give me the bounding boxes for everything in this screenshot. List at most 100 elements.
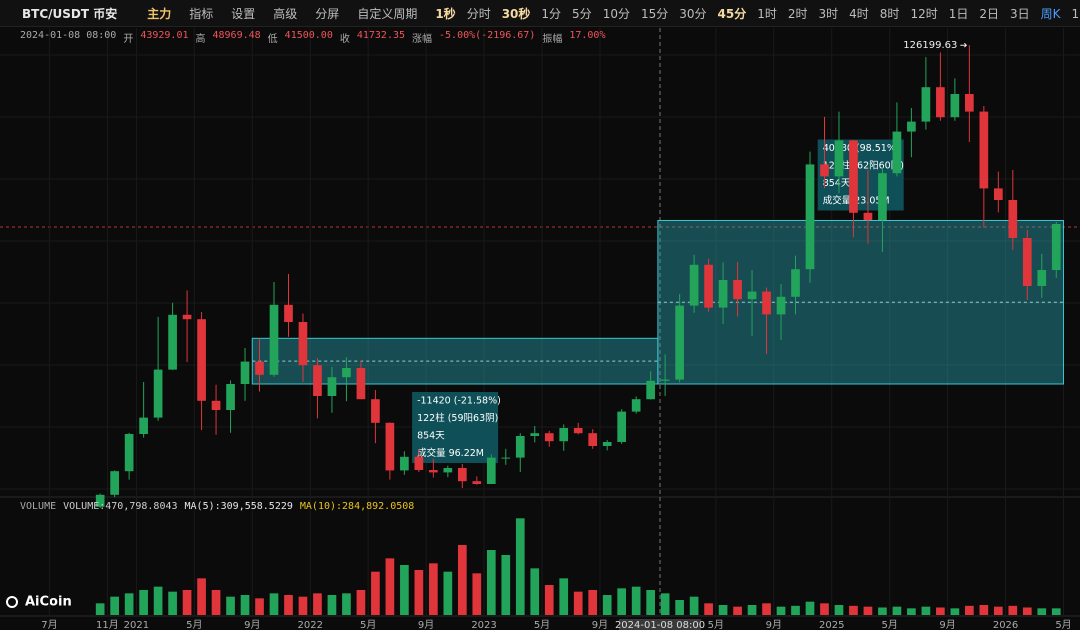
volume-bar xyxy=(617,588,627,615)
volume-bar xyxy=(240,595,250,615)
candle-body xyxy=(936,87,945,118)
volume-bar xyxy=(805,601,815,615)
volume-bar xyxy=(400,565,409,615)
candle-body xyxy=(1022,238,1032,286)
period-button[interactable]: 10分 xyxy=(602,6,630,21)
period-button[interactable]: 1秒 xyxy=(435,6,456,21)
symbol[interactable]: BTC/USDT 币安 xyxy=(22,6,118,21)
candle-body xyxy=(689,264,699,306)
logo xyxy=(6,596,18,608)
candle-body xyxy=(1037,270,1047,286)
field-value: -5.00%(-2196.67) xyxy=(439,30,536,41)
x-tick-label: 9月 xyxy=(939,619,955,630)
custom-period[interactable]: 自定义周期 xyxy=(357,6,418,21)
measure-label: 40880 (98.51%) xyxy=(823,143,900,154)
candle-body xyxy=(429,470,438,473)
volume-bar xyxy=(762,603,771,615)
toolbar-button[interactable]: 指标 xyxy=(189,6,214,21)
volume-bar xyxy=(907,608,916,615)
candle-body xyxy=(907,121,916,132)
toolbar-button[interactable]: 设置 xyxy=(231,6,256,21)
period-button[interactable]: 1分 xyxy=(541,6,562,21)
volume-bar xyxy=(168,591,177,615)
legend-entry: VOLUME:470,798.8043 xyxy=(63,501,178,512)
volume-bar xyxy=(965,605,974,615)
period-button[interactable]: 4时 xyxy=(849,6,869,21)
period-button[interactable]: 45分 xyxy=(717,6,747,21)
x-tick-label: 5月 xyxy=(708,619,724,630)
field-value: 17.00% xyxy=(569,30,606,41)
x-tick-label: 5月 xyxy=(186,619,202,630)
measure-label-box xyxy=(817,139,904,211)
period-button[interactable]: 30分 xyxy=(679,6,707,21)
candle-body xyxy=(226,384,235,410)
toolbar-button[interactable]: 主力 xyxy=(147,6,172,21)
period-button[interactable]: 3时 xyxy=(818,6,839,21)
candle-body xyxy=(211,400,221,410)
crosshair-box xyxy=(619,619,701,630)
volume-bar xyxy=(153,586,163,615)
period-button[interactable]: 2日 xyxy=(979,6,999,21)
toolbar-button[interactable]: 高级 xyxy=(273,6,298,21)
volume-bar xyxy=(1037,608,1047,615)
x-tick-label: 9月 xyxy=(766,619,782,630)
candle-body xyxy=(646,380,655,400)
volume-bar xyxy=(863,606,873,615)
volume-bar xyxy=(284,595,293,615)
x-tick-label: 5月 xyxy=(360,619,376,630)
period-button[interactable]: 周K xyxy=(1040,6,1061,21)
volume-bar xyxy=(1051,608,1061,615)
candle-body xyxy=(776,296,786,315)
volume-bar xyxy=(211,590,221,615)
candle-body xyxy=(993,188,1003,200)
volume-bar xyxy=(124,593,134,615)
volume-bar xyxy=(327,595,337,615)
candle-body xyxy=(240,361,250,384)
candle-body xyxy=(153,369,163,418)
x-tick-label: 2021 xyxy=(124,620,149,630)
field-label: 收 xyxy=(339,34,350,45)
period-button[interactable]: 15日 xyxy=(1071,6,1080,21)
period-button[interactable]: 12时 xyxy=(910,6,938,21)
period-button[interactable]: 8时 xyxy=(879,6,900,21)
period-button[interactable]: 2时 xyxy=(787,6,808,21)
candle-body xyxy=(298,322,308,366)
period-button[interactable]: 5分 xyxy=(572,6,592,21)
volume-bar xyxy=(95,603,105,615)
volume-bar xyxy=(356,590,366,615)
volume-bar xyxy=(747,605,757,615)
candle-body xyxy=(472,481,482,484)
period-button[interactable]: 1时 xyxy=(757,6,777,21)
volume-bar xyxy=(501,555,511,615)
volume-bar xyxy=(544,585,554,615)
background xyxy=(0,26,1080,630)
volume-bar xyxy=(269,593,279,615)
volume-bar xyxy=(921,606,931,615)
candle-body xyxy=(965,94,974,112)
period-button[interactable]: 1日 xyxy=(948,6,969,21)
volume-bar xyxy=(559,578,569,615)
candle-body xyxy=(892,131,902,174)
volume-bar xyxy=(197,578,206,615)
candle-body xyxy=(950,94,960,118)
toolbar-button[interactable]: 分屏 xyxy=(315,6,340,21)
volume-bar xyxy=(313,593,322,615)
h-grid xyxy=(0,54,1080,490)
period-button[interactable]: 3日 xyxy=(1010,6,1030,21)
candle-body xyxy=(486,457,496,484)
period-button[interactable]: 15分 xyxy=(640,6,669,21)
volume-bar xyxy=(733,606,742,615)
candle-body xyxy=(791,269,800,297)
candle-body xyxy=(704,264,713,308)
field-value: 43929.01 xyxy=(140,30,189,41)
candle-body xyxy=(139,417,148,434)
volume-bar xyxy=(255,598,264,615)
x-tick-label: 9月 xyxy=(244,619,260,630)
period-button[interactable]: 分时 xyxy=(466,6,491,21)
field-label: 涨幅 xyxy=(412,34,433,45)
period-button[interactable]: 30秒 xyxy=(501,6,531,21)
measure-label: 成交量 96.22M xyxy=(417,447,484,459)
watermark: AiCoin xyxy=(25,595,72,610)
volume-bar xyxy=(110,596,119,615)
field-label: 开 xyxy=(123,34,134,45)
